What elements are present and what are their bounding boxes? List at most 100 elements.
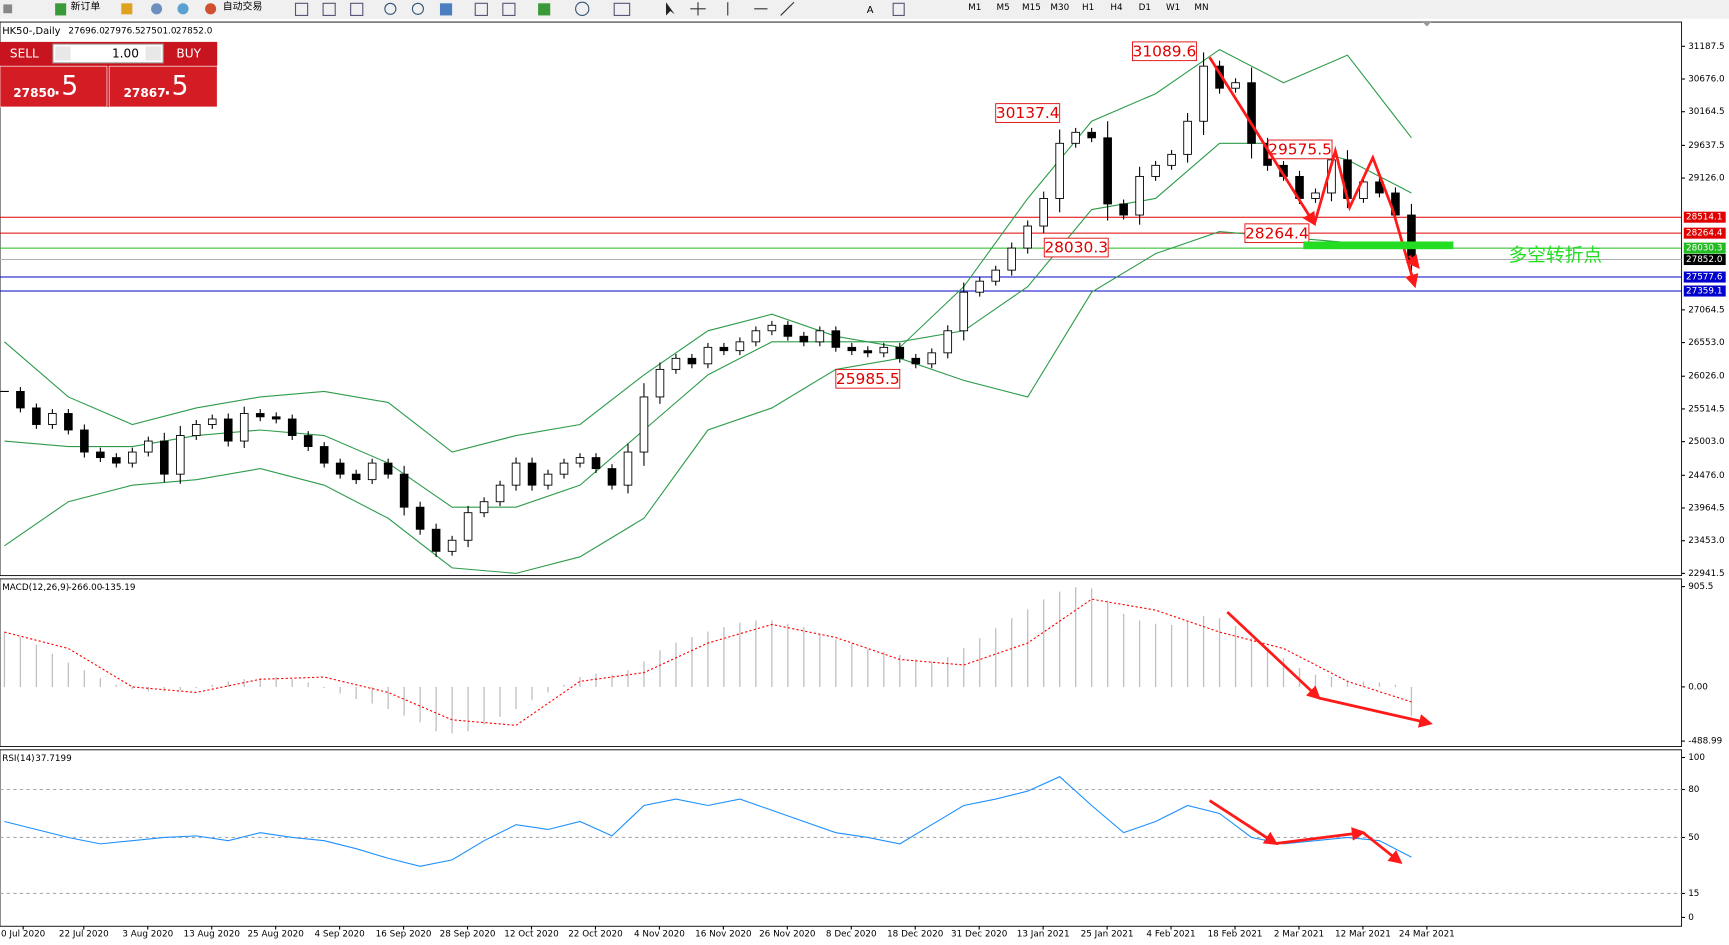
- macd-bar: [195, 686, 197, 689]
- candle: [863, 350, 873, 354]
- sell-button[interactable]: SELL: [10, 47, 39, 61]
- macd-bar: [1298, 668, 1301, 687]
- candle: [1055, 142, 1064, 199]
- macd-bar: [1122, 613, 1125, 687]
- level-label: 28514.1: [1686, 213, 1722, 223]
- price-pane: [0, 21, 1683, 577]
- timeframe[interactable]: M30: [1050, 3, 1069, 13]
- level-tag: [1683, 285, 1726, 297]
- candle: [80, 429, 89, 453]
- candle: [847, 346, 857, 352]
- x-tick-label: 13 Jan 2021: [1017, 929, 1070, 939]
- candle: [799, 335, 809, 343]
- candle: [575, 457, 585, 464]
- candle: [479, 501, 489, 514]
- candle: [639, 396, 649, 453]
- timeframe[interactable]: D1: [1139, 3, 1151, 13]
- auto-trading[interactable]: 自动交易: [223, 0, 263, 13]
- buy-button[interactable]: BUY: [176, 47, 201, 61]
- level-label: 28030.3: [1686, 244, 1722, 254]
- toolbar-icons: A: [3, 1, 905, 16]
- candle: [1087, 131, 1096, 139]
- macd-bar: [1266, 648, 1269, 687]
- macd-bar: [259, 678, 261, 687]
- y-tick-label: 26026.0: [1688, 372, 1725, 382]
- macd-bar: [1234, 625, 1237, 687]
- macd-bar: [99, 678, 102, 687]
- candle: [1407, 214, 1416, 260]
- macd-bar: [627, 670, 629, 687]
- ohlc-value: 27501.0: [140, 26, 177, 36]
- shift-marker: [1422, 22, 1432, 27]
- macd-bar: [771, 620, 773, 687]
- buy-price[interactable]: 27867: [124, 86, 166, 100]
- macd-bar: [979, 638, 981, 687]
- macd-bar: [675, 642, 677, 687]
- macd-chart: 905.5 0.00 -488.99 MACD(12,26,9) -266.00 -135…: [2, 582, 1722, 746]
- candle: [543, 473, 553, 486]
- timeframe[interactable]: MN: [1194, 3, 1208, 13]
- candle: [32, 407, 41, 425]
- annotation: 25985.5: [836, 370, 900, 388]
- sell-pips[interactable]: .5: [53, 71, 78, 102]
- macd-bar: [387, 686, 389, 710]
- timeframe[interactable]: M1: [968, 3, 981, 13]
- candle: [623, 451, 633, 486]
- y-tick-label: 22941.5: [1688, 569, 1724, 579]
- macd-bar: [931, 661, 933, 687]
- candle: [671, 357, 681, 370]
- macd-bar: [1362, 681, 1365, 687]
- x-tick-label: 18 Dec 2020: [887, 929, 944, 939]
- candle: [991, 269, 1001, 282]
- x-tick-label: 8 Dec 2020: [826, 929, 877, 939]
- timeframe[interactable]: M15: [1022, 3, 1041, 13]
- sell-price[interactable]: 27850: [13, 86, 55, 100]
- candle: [959, 291, 969, 332]
- timeframe[interactable]: M5: [996, 3, 1009, 13]
- y-tick-label: 0: [1688, 913, 1694, 923]
- macd-bar: [1090, 588, 1093, 687]
- candle: [255, 413, 265, 418]
- macd-bar: [131, 686, 133, 690]
- annotation-box: [1043, 237, 1109, 258]
- indicator-reading: 37.7199: [35, 754, 71, 764]
- candle: [271, 416, 281, 420]
- candle: [415, 506, 425, 530]
- macd-bar: [595, 673, 597, 687]
- macd-bar: [1378, 682, 1381, 687]
- candle: [1167, 153, 1176, 166]
- timeframe[interactable]: W1: [1166, 3, 1180, 13]
- band-lower: [4, 231, 1412, 574]
- candle: [367, 462, 377, 481]
- x-tick-label: 26 Nov 2020: [759, 929, 816, 939]
- y-tick-label: 15: [1688, 889, 1699, 899]
- candle: [335, 462, 345, 475]
- candle: [431, 528, 441, 552]
- timeframe[interactable]: H4: [1110, 3, 1123, 13]
- candle: [1071, 131, 1080, 144]
- candle: [591, 457, 601, 470]
- x-tick-label: 2 Mar 2021: [1274, 929, 1324, 939]
- candle: [303, 435, 313, 447]
- annotation-box: [835, 368, 901, 389]
- candle: [1231, 82, 1240, 89]
- new-order[interactable]: 新订单: [71, 0, 101, 13]
- macd-bar: [867, 649, 869, 687]
- candle: [1039, 198, 1048, 227]
- candle: [655, 368, 665, 398]
- y-tick-label: 31187.5: [1688, 42, 1724, 52]
- annotation: 29575.5: [1268, 140, 1332, 158]
- lot-size[interactable]: 1.00: [112, 47, 139, 61]
- buy-pips[interactable]: .5: [163, 71, 188, 102]
- y-tick-label: 80: [1688, 785, 1700, 795]
- macd-pane: [0, 578, 1683, 747]
- candle: [511, 462, 521, 486]
- candle: [287, 418, 297, 436]
- macd-bar: [419, 686, 421, 723]
- timeframe[interactable]: H1: [1082, 3, 1094, 13]
- candle: [943, 330, 953, 354]
- macd-bar: [51, 653, 54, 687]
- trade-panel: SELL BUY 1.00 27850 .5 27867 .5: [0, 41, 218, 108]
- y-tick-label: 26553.0: [1688, 338, 1725, 348]
